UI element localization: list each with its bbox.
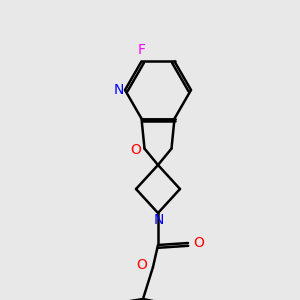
Text: N: N <box>114 83 124 97</box>
Text: F: F <box>137 44 146 57</box>
Text: O: O <box>130 142 141 157</box>
Text: O: O <box>194 236 204 250</box>
Text: O: O <box>136 258 147 272</box>
Text: N: N <box>154 213 164 227</box>
